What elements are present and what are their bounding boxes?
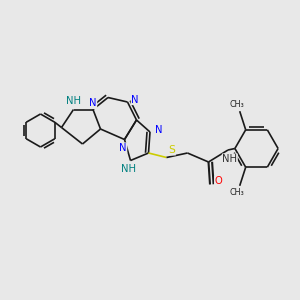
Text: NH: NH [122, 164, 136, 175]
Text: O: O [214, 176, 222, 187]
Text: N: N [155, 124, 163, 135]
Text: CH₃: CH₃ [229, 188, 244, 197]
Text: NH: NH [222, 154, 237, 164]
Text: CH₃: CH₃ [229, 100, 244, 109]
Text: N: N [131, 94, 139, 105]
Text: N: N [119, 143, 127, 153]
Text: NH: NH [66, 96, 81, 106]
Text: N: N [89, 98, 97, 109]
Text: S: S [169, 145, 175, 155]
